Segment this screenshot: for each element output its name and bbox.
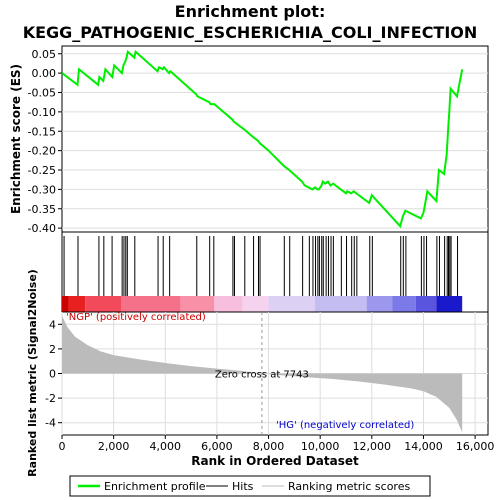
heat-band-segment [68,296,86,312]
x-tick-label: 14,000 [404,440,443,453]
metric-ytick-label: -2 [45,392,56,405]
x-tick-label: 12,000 [353,440,392,453]
x-tick-label: 2,000 [98,440,130,453]
chart-title-line1: Enrichment plot: [175,2,326,21]
heat-band-segment [214,296,243,312]
es-ytick-label: -0.35 [28,203,56,216]
es-ytick-label: -0.15 [28,125,56,138]
positive-correlation-label: 'NGP' (positively correlated) [66,312,206,323]
heat-band-segment [315,296,367,312]
legend-label: Ranking metric scores [288,480,410,493]
heat-band-segment [242,296,269,312]
metric-ytick-label: -4 [45,417,56,430]
heat-band-segment [85,296,122,312]
x-tick-label: 6,000 [201,440,233,453]
es-ytick-label: -0.40 [28,222,56,235]
es-panel: 0.05 0.00 -0.05 -0.10 -0.15 -0.20 -0.25 -0.30 -0… [28,45,489,235]
metric-ylabel: Ranked list metric (Signal2Noise) [26,269,39,477]
legend-label: Hits [232,480,254,493]
es-ytick-label: -0.25 [28,164,56,177]
x-tick-label: 8,000 [253,440,285,453]
x-tick-label: 10,000 [301,440,340,453]
x-tick-label: 16,000 [456,440,495,453]
es-ylabel: Enrichment score (ES) [9,64,23,214]
es-ytick-label: -0.20 [28,145,56,158]
legend-frame [69,475,431,497]
hits-panel [61,231,489,313]
es-ytick-label: -0.10 [28,106,56,119]
es-ytick-label: -0.30 [28,183,56,196]
x-tick-label: 4,000 [150,440,182,453]
x-tick-label: 0 [59,440,66,453]
heat-band-segment [436,296,463,312]
es-panel-frame [61,45,489,233]
heat-band-segment [121,296,181,312]
metric-ytick-label: 2 [49,343,56,356]
legend: Enrichment profile Hits Ranking metric sco… [69,475,431,497]
heat-band-segment [366,296,393,312]
es-ytick-label: 0.05 [32,48,57,61]
metric-ytick-label: 4 [49,318,56,331]
metric-ytick-label: 0 [49,368,56,381]
es-ytick-label: -0.05 [28,87,56,100]
heat-band-segment [268,296,316,312]
negative-correlation-label: 'HG' (negatively correlated) [276,420,414,431]
legend-label: Enrichment profile [104,480,206,493]
enrichment-profile-line [61,49,464,229]
x-axis-label: Rank in Ordered Dataset [191,454,359,468]
x-axis: 0 2,000 4,000 6,000 8,000 10,000 12,000 14,000 1… [59,435,495,453]
heat-band-segment [62,296,69,312]
chart-title-line2: KEGG_PATHOGENIC_ESCHERICHIA_COLI_INFECTI… [23,23,478,42]
heat-band-segment [180,296,215,312]
zero-cross-label: Zero cross at 7743 [215,370,309,381]
metric-panel: Zero cross at 7743 'NGP' (positively cor… [45,311,489,436]
heat-band-segment [415,296,437,312]
ranking-metric-area [62,315,463,433]
es-ytick-label: 0.00 [32,67,57,80]
heat-band-segment [392,296,416,312]
